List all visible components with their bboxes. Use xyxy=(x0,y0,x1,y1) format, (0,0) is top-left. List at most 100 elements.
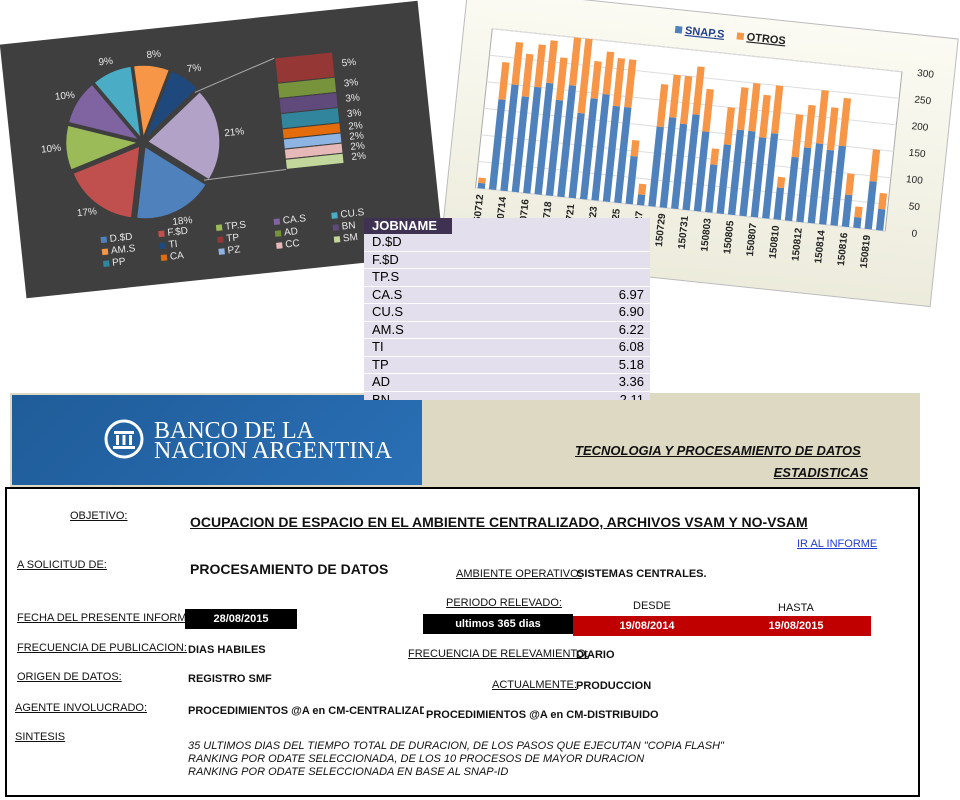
slice-label: 2% xyxy=(351,151,367,163)
slice-label: 5% xyxy=(341,57,357,69)
legend-label: BN xyxy=(341,220,356,232)
field-value: PROCEDIMIENTOS @A en CM-DISTRIBUIDO xyxy=(426,709,659,721)
field-label: HASTA xyxy=(778,602,814,614)
bar-segment xyxy=(773,187,785,220)
legend-swatch xyxy=(100,236,108,244)
bar-segment xyxy=(591,93,610,201)
slice-label: 17% xyxy=(76,206,97,219)
department: TECNOLOGIA Y PROCESAMIENTO DE DATOS xyxy=(575,443,861,458)
bank-line: NACION ARGENTINA xyxy=(154,438,392,464)
bar-segment xyxy=(612,58,626,107)
row-name: TP xyxy=(372,356,389,372)
bar-segment xyxy=(759,94,771,138)
legend-label: SNAP.S xyxy=(684,25,725,41)
pie-slice xyxy=(72,145,141,219)
legend-swatch xyxy=(103,260,110,268)
table-row: F.$D xyxy=(364,251,650,269)
table-row: TP 5.18 xyxy=(364,356,650,374)
slice-label: 2% xyxy=(348,120,364,132)
grid-line xyxy=(492,28,903,73)
pie-slice xyxy=(145,70,199,139)
legend-label: PZ xyxy=(227,244,241,256)
bar-segment xyxy=(739,130,756,217)
bar-segment xyxy=(500,84,519,192)
bar-segment xyxy=(869,149,881,182)
bar-segment xyxy=(602,51,615,95)
field-label: FECHA DEL PRESENTE INFORME: xyxy=(17,612,197,624)
legend-label: TP.S xyxy=(225,220,247,233)
slice-label: 3% xyxy=(343,77,359,89)
field-label: A SOLICITUD DE: xyxy=(17,559,107,571)
x-tick-label: 150819 xyxy=(859,234,873,269)
legend-label: CA xyxy=(169,250,184,262)
bar-segment xyxy=(568,112,585,199)
connector xyxy=(203,168,287,181)
row-name: CU.S xyxy=(372,304,404,319)
bar-segment xyxy=(736,87,749,131)
bar-segment xyxy=(826,107,839,151)
bar-segment xyxy=(791,114,804,158)
row-name: F.$D xyxy=(372,251,399,267)
slice-label: 3% xyxy=(345,92,361,104)
bar-segment xyxy=(716,144,732,214)
legend-swatch xyxy=(276,242,283,249)
bar-segment xyxy=(477,182,486,189)
y-tick-label: 250 xyxy=(914,95,932,108)
row-name: AM.S xyxy=(372,321,404,337)
row-name: AD xyxy=(372,374,391,389)
bar-segment xyxy=(864,181,877,230)
bar-segment xyxy=(854,206,863,218)
legend-swatch xyxy=(218,248,225,255)
slice-label: 8% xyxy=(146,49,162,61)
bar-segment xyxy=(853,216,862,229)
y-tick-label: 300 xyxy=(917,68,935,81)
subtitle: ESTADISTICAS xyxy=(773,465,868,480)
bar-segment xyxy=(523,86,542,194)
row-value: 5.18 xyxy=(618,356,644,372)
legend-label: OTROS xyxy=(746,31,786,47)
row-name: BN xyxy=(372,391,391,401)
bar-segment xyxy=(498,61,510,100)
period-box: ultimos 365 dias xyxy=(423,614,573,634)
bar-segment xyxy=(830,145,847,226)
bar-segment xyxy=(511,41,524,86)
bar-segment xyxy=(534,82,554,195)
slice-label: 18% xyxy=(172,215,193,228)
x-tick-label: 150803 xyxy=(699,217,713,252)
x-tick-label: 150812 xyxy=(790,227,804,262)
pie-slice xyxy=(133,64,170,138)
table-row: CA.S 6.97 xyxy=(364,287,650,304)
legend-swatch xyxy=(736,32,745,41)
bar-segment xyxy=(534,44,546,88)
row-value: 6.90 xyxy=(618,304,644,319)
legend-swatch xyxy=(332,224,340,231)
table-row: AD 3.36 xyxy=(364,374,650,392)
bar-segment xyxy=(557,85,577,198)
bar-segment xyxy=(648,126,664,207)
slice-label: 3% xyxy=(346,108,362,120)
date-box: 19/08/2015 xyxy=(721,616,871,636)
legend-label: CC xyxy=(285,238,301,250)
summary-line: RANKING POR ODATE SELECCIONADA, DE LOS 1… xyxy=(188,753,645,765)
field-value: PRODUCCION xyxy=(576,680,652,692)
bar-segment xyxy=(614,106,632,204)
bar-segment xyxy=(710,148,720,166)
slice-label: 2% xyxy=(349,130,365,142)
date-box: 19/08/2014 xyxy=(573,616,721,636)
field-label: DESDE xyxy=(633,600,671,612)
legend-label: PP xyxy=(112,256,127,268)
bar-segment xyxy=(819,149,835,225)
bar-segment xyxy=(815,90,829,144)
grid-line xyxy=(489,54,900,99)
legend-label: AM.S xyxy=(110,243,136,257)
row-value: 2.11 xyxy=(619,391,644,401)
legend-swatch xyxy=(158,230,165,238)
legend-label: TI xyxy=(168,239,178,251)
bar-segment xyxy=(838,97,852,147)
bar-segment xyxy=(671,123,688,210)
report-link[interactable]: IR AL INFORME xyxy=(797,538,878,550)
legend-swatch xyxy=(333,236,341,243)
legend-swatch xyxy=(674,25,683,34)
pie-slice xyxy=(65,124,140,171)
y-tick-label: 150 xyxy=(908,148,926,161)
